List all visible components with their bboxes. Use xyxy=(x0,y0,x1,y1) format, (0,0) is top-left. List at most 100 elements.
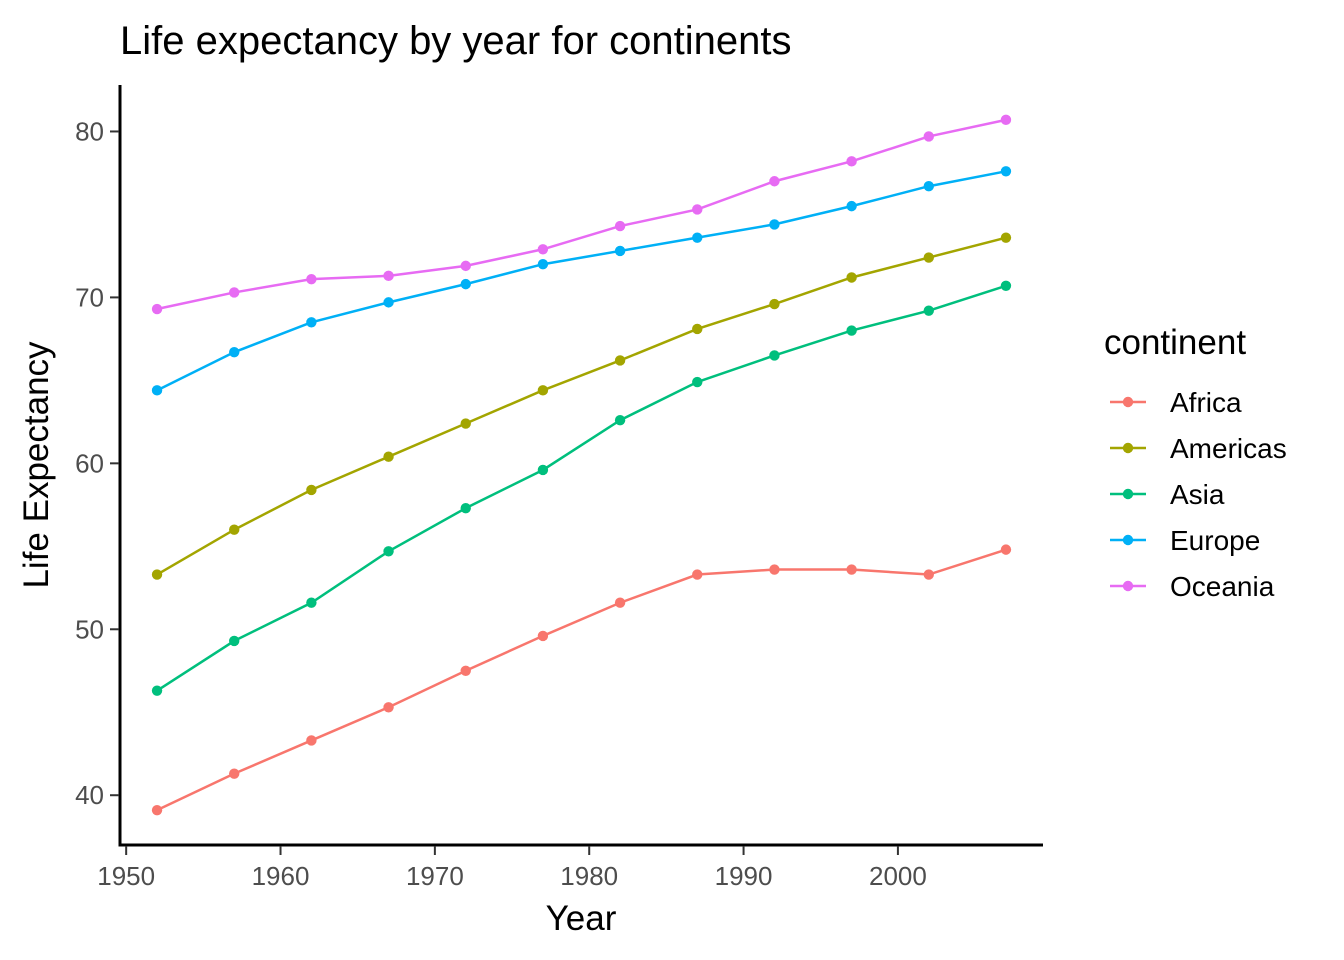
data-point-africa-1952 xyxy=(151,804,163,816)
legend-label-africa: Africa xyxy=(1170,387,1242,418)
series-layer xyxy=(151,114,1012,816)
data-point-asia-1967 xyxy=(383,546,394,557)
series-line-europe xyxy=(156,170,1007,392)
y-tick-label-70: 70 xyxy=(75,282,104,312)
y-axis-title: Life Expectancy xyxy=(17,341,56,589)
series-line-asia xyxy=(156,284,1007,692)
data-point-asia-1987 xyxy=(692,376,703,388)
y-tick-label-80: 80 xyxy=(75,116,104,146)
series-americas xyxy=(151,232,1012,580)
legend-item-europe: Europe xyxy=(1110,525,1260,556)
data-point-oceania-1977 xyxy=(537,244,549,255)
data-point-europe-1987 xyxy=(692,232,703,243)
legend: continent Africa Americas Asia Europe Oceani… xyxy=(1104,323,1287,602)
data-point-africa-1982 xyxy=(614,597,626,608)
data-point-africa-1972 xyxy=(460,665,471,676)
data-point-asia-1982 xyxy=(614,414,626,426)
series-europe xyxy=(151,166,1012,396)
data-point-africa-1992 xyxy=(769,564,780,575)
legend-label-americas: Americas xyxy=(1170,433,1287,464)
data-point-americas-1957 xyxy=(229,524,240,535)
data-point-oceania-1967 xyxy=(383,270,394,282)
data-point-americas-1997 xyxy=(846,272,857,283)
data-point-europe-1997 xyxy=(846,200,857,212)
data-point-asia-1972 xyxy=(460,502,471,514)
data-point-americas-1987 xyxy=(692,323,703,335)
data-point-americas-2002 xyxy=(923,252,934,263)
data-point-asia-1957 xyxy=(229,635,240,647)
data-point-africa-1987 xyxy=(692,569,703,580)
data-point-asia-2007 xyxy=(1000,280,1012,291)
data-point-asia-1997 xyxy=(846,325,857,336)
data-point-africa-1997 xyxy=(846,564,857,575)
data-point-europe-1957 xyxy=(229,346,240,358)
data-point-africa-1977 xyxy=(537,630,549,642)
data-point-asia-1992 xyxy=(769,350,780,361)
x-axis-title: Year xyxy=(546,899,617,938)
x-tick-label-1950: 1950 xyxy=(97,861,155,891)
series-africa xyxy=(151,544,1012,816)
data-point-asia-1977 xyxy=(537,464,549,476)
plot-area: 1950 1960 1970 1980 1990 2000 40 50 60 70 80 xyxy=(75,85,1043,891)
legend-label-europe: Europe xyxy=(1170,525,1260,556)
data-point-africa-1967 xyxy=(383,702,394,713)
data-point-oceania-1997 xyxy=(846,156,857,167)
y-tick-label-60: 60 xyxy=(75,448,104,478)
data-point-oceania-1982 xyxy=(614,220,626,232)
data-point-europe-1977 xyxy=(537,259,549,270)
x-tick-label-2000: 2000 xyxy=(869,861,927,891)
data-point-oceania-1962 xyxy=(306,273,317,285)
data-point-americas-1972 xyxy=(460,418,471,429)
legend-key-point xyxy=(1122,488,1134,500)
legend-item-oceania: Oceania xyxy=(1110,571,1275,602)
data-point-europe-1982 xyxy=(614,245,626,257)
data-point-europe-1992 xyxy=(769,219,780,230)
legend-label-oceania: Oceania xyxy=(1170,571,1275,602)
legend-key-point xyxy=(1122,580,1134,592)
data-point-europe-1972 xyxy=(460,278,471,290)
data-point-oceania-1992 xyxy=(769,176,780,187)
data-point-africa-1962 xyxy=(306,735,317,746)
data-point-americas-1977 xyxy=(537,385,549,396)
legend-item-asia: Asia xyxy=(1110,479,1225,510)
legend-title: continent xyxy=(1104,323,1246,362)
series-line-americas xyxy=(156,236,1007,576)
series-line-africa xyxy=(156,548,1007,812)
data-point-asia-1962 xyxy=(306,597,317,608)
data-point-americas-1952 xyxy=(151,569,163,580)
y-axis-ticks: 40 50 60 70 80 xyxy=(75,116,119,810)
data-point-americas-1992 xyxy=(769,298,780,310)
x-axis-ticks: 1950 1960 1970 1980 1990 2000 xyxy=(97,846,927,891)
x-tick-label-1960: 1960 xyxy=(252,861,310,891)
legend-label-asia: Asia xyxy=(1170,479,1225,510)
chart-title: Life expectancy by year for continents xyxy=(120,19,791,63)
series-line-oceania xyxy=(156,118,1007,311)
legend-key-point xyxy=(1122,396,1134,408)
series-oceania xyxy=(151,114,1012,315)
data-point-americas-1982 xyxy=(614,355,626,366)
data-point-oceania-1972 xyxy=(460,260,471,272)
y-tick-label-50: 50 xyxy=(75,614,104,644)
x-tick-label-1990: 1990 xyxy=(715,861,773,891)
data-point-oceania-1952 xyxy=(151,303,163,315)
data-point-europe-1967 xyxy=(383,297,394,308)
x-tick-label-1980: 1980 xyxy=(560,861,618,891)
legend-item-americas: Americas xyxy=(1110,433,1287,464)
data-point-africa-2002 xyxy=(923,569,934,580)
data-point-asia-2002 xyxy=(923,305,934,316)
series-asia xyxy=(151,280,1012,696)
data-point-europe-1952 xyxy=(151,385,163,396)
data-point-europe-1962 xyxy=(306,317,317,328)
data-point-oceania-1957 xyxy=(229,287,240,298)
data-point-americas-1967 xyxy=(383,451,394,462)
data-point-oceania-1987 xyxy=(692,204,703,215)
data-point-americas-1962 xyxy=(306,484,317,496)
data-point-oceania-2002 xyxy=(923,131,934,142)
data-point-americas-2007 xyxy=(1000,232,1012,243)
y-tick-label-40: 40 xyxy=(75,780,104,810)
legend-items: Africa Americas Asia Europe Oceania xyxy=(1110,387,1287,602)
data-point-oceania-2007 xyxy=(1000,114,1012,126)
data-point-europe-2002 xyxy=(923,181,934,192)
data-point-europe-2007 xyxy=(1000,166,1012,177)
